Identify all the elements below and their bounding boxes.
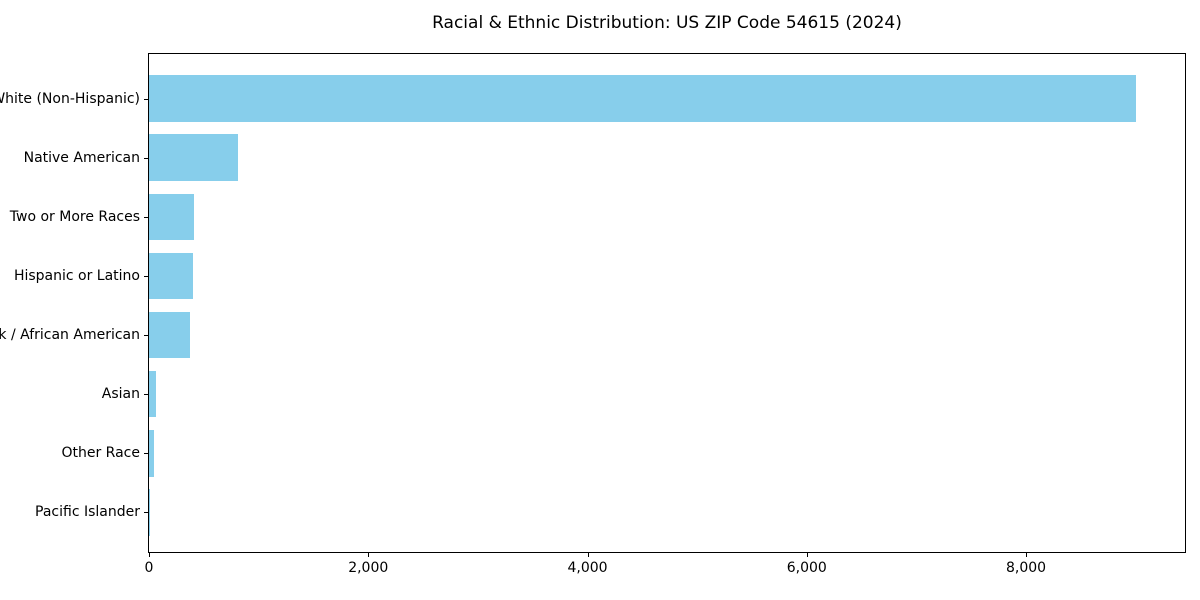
y-axis-tick <box>144 98 149 100</box>
bar-hispanic-or-latino <box>149 252 193 300</box>
bar-black-african-american <box>149 311 190 359</box>
bar-white-non-hispanic <box>149 75 1136 123</box>
y-tick-label-black-african-american: Black / African American <box>0 327 140 343</box>
bar-asian <box>149 370 156 418</box>
bar-native-american <box>149 134 238 182</box>
y-tick-label-other-race: Other Race <box>61 445 140 462</box>
x-tick-label-2000: 2,000 <box>348 560 389 576</box>
x-tick-label-8000: 8,000 <box>1005 560 1047 576</box>
bar-other-race <box>149 429 155 477</box>
y-axis-tick <box>144 157 149 159</box>
plot-area: White (Non-Hispanic) Native American Two o… <box>0 53 1186 576</box>
x-axis-tick <box>1026 552 1028 557</box>
x-tick-label-6000: 6,000 <box>786 560 827 576</box>
y-tick-label-hispanic-or-latino: Hispanic or Latino <box>13 267 140 284</box>
y-tick-label-pacific-islander: Pacific Islander <box>35 504 140 521</box>
x-tick-label-4000: 4,000 <box>567 560 608 576</box>
y-tick-label-asian: Asian <box>101 386 140 403</box>
chart-title: Racial & Ethnic Distribution: US ZIP Cod… <box>432 13 902 33</box>
y-axis-tick <box>144 275 149 277</box>
bar-two-or-more-races <box>149 193 194 241</box>
y-axis-tick <box>144 335 149 336</box>
x-axis-tick <box>149 552 150 557</box>
y-axis-tick <box>144 394 149 396</box>
y-axis-tick <box>144 216 149 218</box>
y-axis-tick <box>144 453 149 455</box>
bar-pacific-islander <box>149 488 150 536</box>
y-tick-label-native-american: Native American <box>23 149 140 166</box>
y-axis-tick <box>144 512 149 514</box>
y-tick-label-two-or-more-races: Two or More Races <box>9 208 140 225</box>
x-axis-tick <box>587 552 589 557</box>
x-tick-label-0: 0 <box>144 560 154 576</box>
y-tick-label-white-non-hispanic: White (Non-Hispanic) <box>0 90 140 107</box>
x-axis-tick <box>806 552 808 557</box>
x-axis-tick <box>368 552 370 557</box>
